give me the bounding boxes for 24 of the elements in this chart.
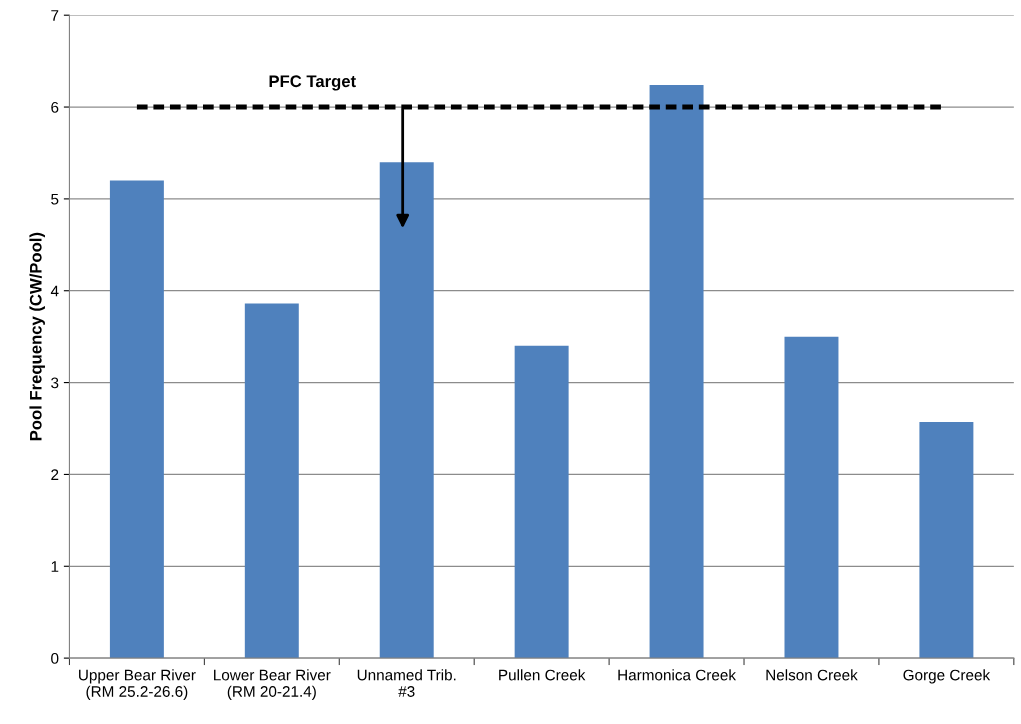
y-tick-label: 7 bbox=[51, 10, 59, 21]
x-tick-label: Gorge Creek bbox=[903, 669, 991, 684]
y-tick-label: 6 bbox=[51, 101, 59, 113]
bar bbox=[109, 180, 164, 659]
y-tick-label: 2 bbox=[51, 469, 59, 480]
x-tick-label: Harmonica Creek bbox=[618, 669, 737, 681]
bar bbox=[784, 336, 839, 659]
bar bbox=[919, 422, 974, 659]
y-tick-label: 3 bbox=[51, 377, 59, 389]
y-tick-label: 4 bbox=[50, 285, 59, 297]
x-tick-label: Lower Bear River (RM 20-21.4) bbox=[214, 669, 331, 700]
y-axis-title: Pool Frequency (CW/Pool) bbox=[29, 232, 45, 441]
y-tick-label: 5 bbox=[51, 193, 59, 205]
ref-line-label: PFC Target bbox=[269, 75, 356, 91]
x-tick-label: Nelson Creek bbox=[766, 669, 858, 681]
y-tick-label: 0 bbox=[51, 652, 59, 664]
bar bbox=[649, 85, 704, 659]
x-tick-label: Upper Bear River (RM 25.2-26.6) bbox=[79, 669, 196, 700]
x-tick-label: Pullen Creek bbox=[499, 669, 586, 681]
y-tick-label: 1 bbox=[51, 561, 59, 572]
bar bbox=[244, 303, 299, 659]
bar bbox=[379, 162, 434, 659]
bar bbox=[514, 345, 569, 659]
x-tick-label: Unnamed Trib. #3 bbox=[357, 669, 456, 697]
